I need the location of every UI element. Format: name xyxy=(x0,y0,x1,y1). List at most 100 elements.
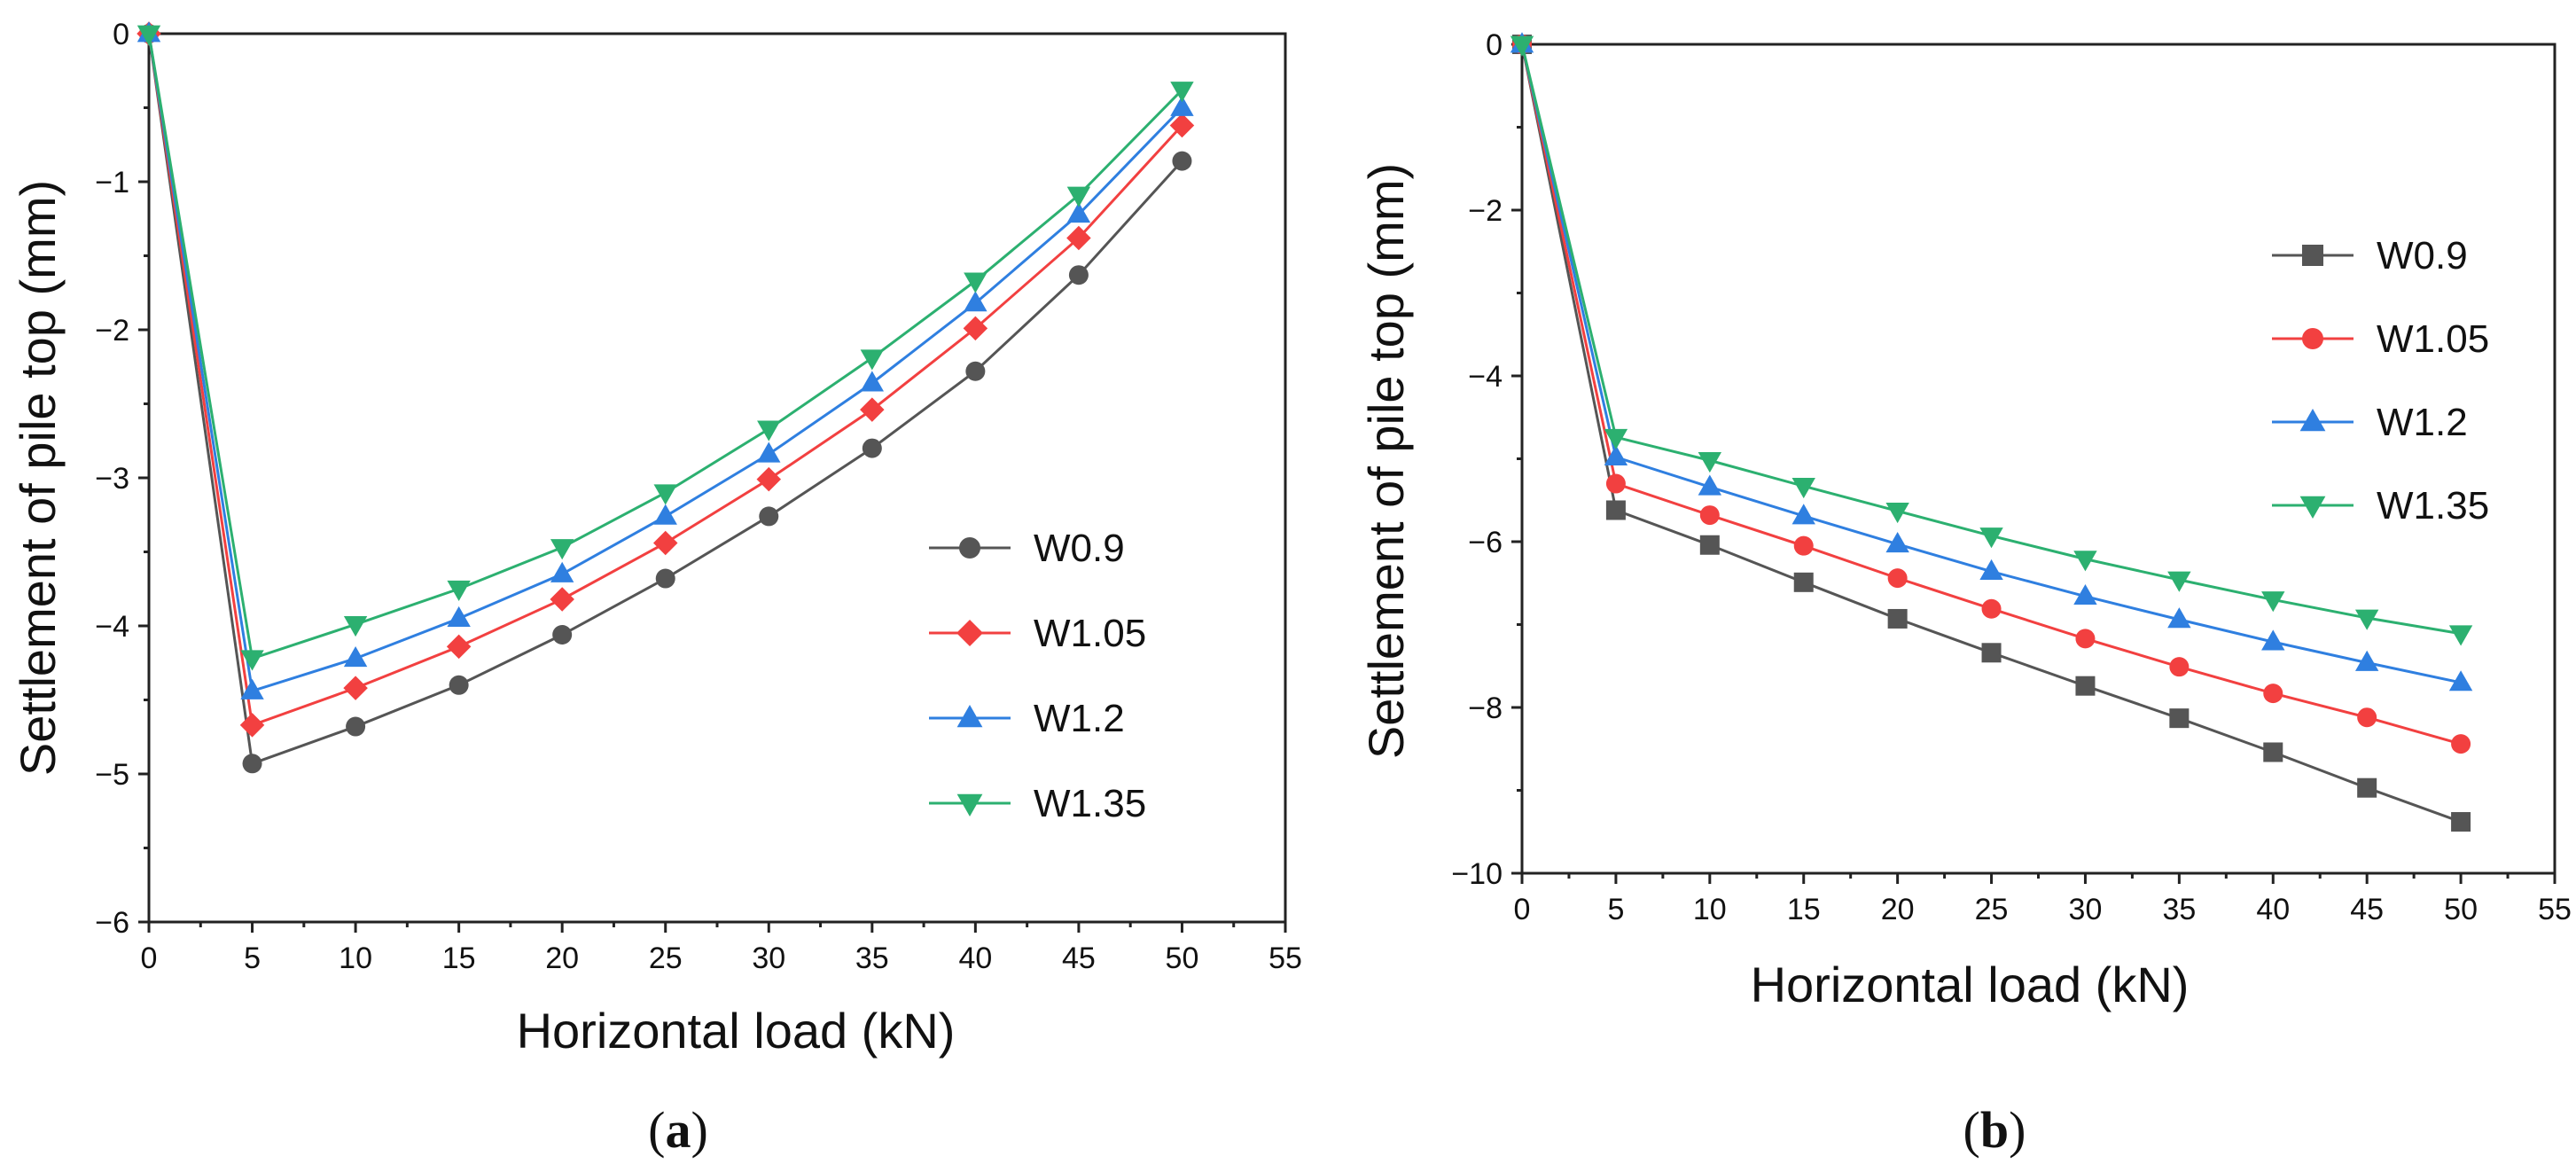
y-tick-label: −8 xyxy=(1468,691,1503,725)
data-point xyxy=(2263,684,2283,704)
data-point xyxy=(1170,82,1194,103)
data-point xyxy=(1793,572,1814,592)
data-point xyxy=(1699,505,1720,526)
series-W1.2 xyxy=(137,21,1194,699)
series-line xyxy=(147,33,1183,693)
data-point xyxy=(2075,676,2096,696)
x-tick-label: 35 xyxy=(855,942,889,975)
data-point xyxy=(447,580,471,601)
data-point xyxy=(759,506,779,527)
data-point xyxy=(1170,95,1194,116)
data-point xyxy=(1605,473,1626,494)
series-W1.2 xyxy=(1510,32,2473,691)
data-point xyxy=(240,678,264,699)
data-point xyxy=(343,615,368,637)
data-point xyxy=(2167,571,2191,592)
y-tick-label: 0 xyxy=(113,18,129,51)
series-W0.9 xyxy=(139,24,1192,774)
data-point xyxy=(1172,151,1192,171)
x-tick-label: 0 xyxy=(1514,893,1531,926)
legend-marker xyxy=(2299,409,2326,432)
chart-panel-b: 0 5 10 15 20 25 30 35 40 45 50 55 0 −2 −4 −6 −8 −10 Horizo… xyxy=(1358,28,2572,1159)
data-point xyxy=(1885,532,1909,553)
data-point xyxy=(2169,657,2190,677)
x-tick-label: 25 xyxy=(649,942,683,975)
y-axis-title: Settlement of pile top (mm) xyxy=(1358,163,1414,759)
data-point xyxy=(964,272,987,293)
x-tick-label: 30 xyxy=(752,942,785,975)
x-tick-label: 20 xyxy=(1881,893,1915,926)
x-tick-label: 0 xyxy=(141,942,158,975)
data-point xyxy=(550,561,574,582)
legend-marker xyxy=(2302,328,2323,349)
data-point xyxy=(757,441,781,463)
data-point xyxy=(860,371,885,392)
y-tick-label: −4 xyxy=(1468,360,1503,394)
y-tick-label: 0 xyxy=(1486,28,1503,62)
legend-label: W1.05 xyxy=(2377,317,2489,361)
data-point xyxy=(242,754,262,774)
data-point xyxy=(137,25,161,46)
x-tick-label: 20 xyxy=(545,942,579,975)
data-point xyxy=(2357,707,2377,728)
data-point xyxy=(963,316,988,341)
y-tick-label: −3 xyxy=(95,462,129,496)
x-axis-title: Horizontal load (kN) xyxy=(517,1003,956,1059)
data-point xyxy=(1791,504,1815,525)
series-line xyxy=(147,33,1183,766)
y-tick-label: −2 xyxy=(1468,194,1503,228)
legend-marker xyxy=(2299,496,2326,519)
data-point xyxy=(1510,35,1534,57)
data-point xyxy=(2167,607,2191,629)
data-point xyxy=(2354,609,2379,630)
x-tick-label: 45 xyxy=(1062,942,1096,975)
data-point xyxy=(2169,708,2190,729)
x-tick-label: 35 xyxy=(2162,893,2196,926)
panel-label: (a) xyxy=(648,1101,708,1159)
data-point xyxy=(2261,591,2285,613)
data-point xyxy=(552,625,573,645)
data-point xyxy=(1887,568,1908,589)
data-point xyxy=(1885,503,1909,524)
data-point xyxy=(550,587,574,612)
legend-marker xyxy=(2302,245,2323,266)
y-tick-label: −4 xyxy=(95,610,129,644)
series-W1.05 xyxy=(1512,35,2471,754)
y-tick-label: −5 xyxy=(95,758,129,792)
x-tick-label: 10 xyxy=(339,942,372,975)
data-point xyxy=(239,713,265,738)
data-point xyxy=(2075,629,2096,649)
data-point xyxy=(652,530,678,556)
data-point xyxy=(446,634,472,660)
series-W1.35 xyxy=(1510,35,2473,646)
series-line xyxy=(1520,43,2462,684)
data-point xyxy=(2073,583,2097,606)
legend-label: W0.9 xyxy=(2377,234,2468,277)
data-point xyxy=(757,420,781,441)
series-W0.9 xyxy=(1512,35,2471,832)
legend: W0.9 W1.05 W1.2 W1.35 xyxy=(2272,234,2489,527)
y-tick-label: −2 xyxy=(95,314,129,348)
data-point xyxy=(653,504,677,525)
y-tick-label: −6 xyxy=(1468,526,1503,559)
legend-label: W1.35 xyxy=(1034,782,1146,825)
legend-marker xyxy=(959,537,980,559)
x-tick-label: 30 xyxy=(2069,893,2103,926)
data-point xyxy=(1981,643,2002,663)
data-point xyxy=(1791,478,1815,499)
data-point xyxy=(1604,444,1628,465)
y-axis-title: Settlement of pile top (mm) xyxy=(10,180,66,776)
y-tick-label: −1 xyxy=(95,166,129,199)
data-point xyxy=(447,606,471,627)
x-tick-label: 15 xyxy=(442,942,476,975)
legend-marker xyxy=(956,620,983,646)
data-point xyxy=(2354,650,2379,671)
data-point xyxy=(964,291,987,312)
chart-panel-a: 0 5 10 15 20 25 30 35 40 45 50 55 0 −1 −2 −3 −4 −5 −6 Horiz… xyxy=(10,18,1302,1159)
x-tick-label: 5 xyxy=(1607,893,1624,926)
x-tick-label: 55 xyxy=(2538,893,2572,926)
series-line xyxy=(147,33,1183,660)
x-tick-label: 5 xyxy=(244,942,261,975)
data-point xyxy=(965,361,986,381)
data-point xyxy=(1604,428,1628,449)
